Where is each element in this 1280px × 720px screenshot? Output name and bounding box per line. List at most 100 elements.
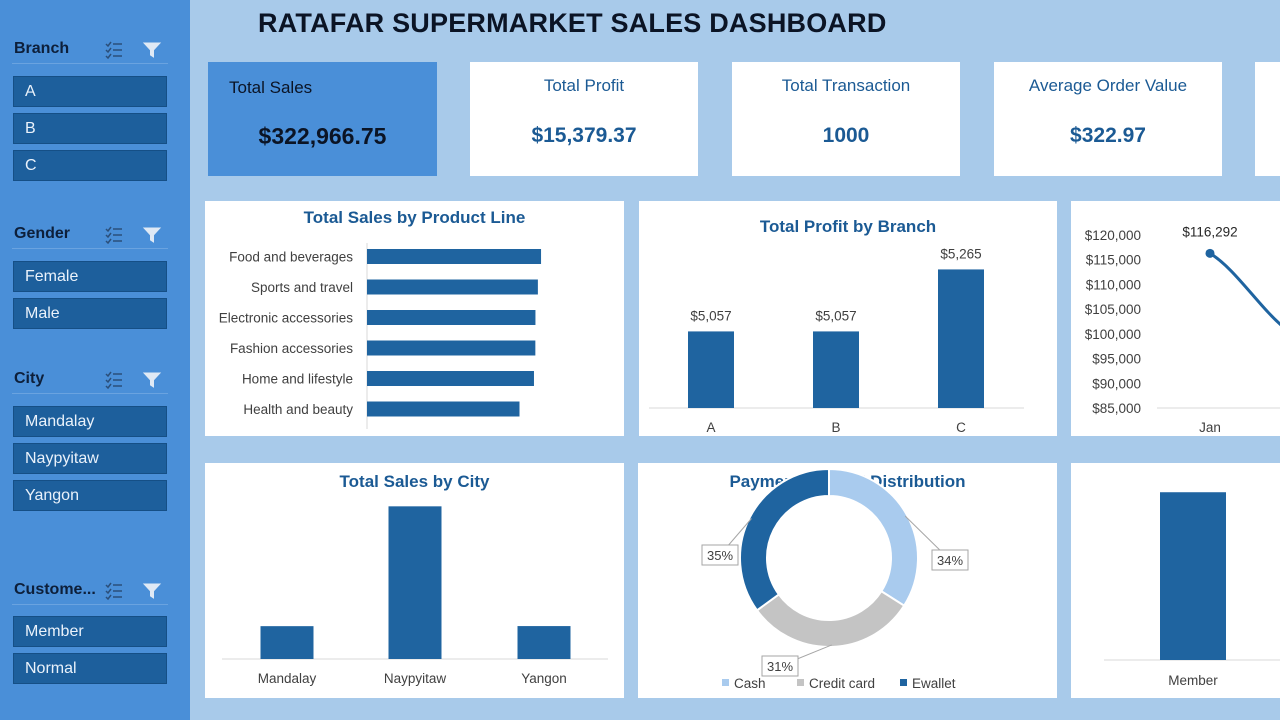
- bar: [813, 331, 859, 408]
- tick-label: Fashion accessories: [230, 341, 353, 356]
- series-line: [1209, 252, 1280, 326]
- kpi-total-profit[interactable]: Total Profit $15,379.37: [470, 62, 698, 176]
- tick-label: Home and lifestyle: [242, 372, 353, 387]
- customer-type-slicer: Custome... Member Normal: [12, 579, 168, 684]
- slicer-item-member[interactable]: Member: [13, 616, 167, 647]
- bar: [688, 331, 734, 408]
- tick-label: Electronic accessories: [219, 311, 354, 326]
- tick-label: B: [831, 420, 840, 435]
- slicer-item-a[interactable]: A: [13, 76, 167, 107]
- data-label: $5,057: [690, 308, 731, 323]
- kpi-card-partial[interactable]: [1255, 62, 1280, 176]
- bar: [367, 279, 538, 295]
- legend-label: Cash: [734, 676, 766, 691]
- pie-slice: [828, 467, 919, 608]
- slicer-item-b[interactable]: B: [13, 113, 167, 144]
- tick-label: Member: [1168, 673, 1218, 688]
- data-label: 34%: [937, 553, 963, 568]
- multi-select-icon[interactable]: [104, 581, 124, 601]
- slicer-item-yangon[interactable]: Yangon: [13, 480, 167, 511]
- customer-type-chart-panel[interactable]: Member: [1071, 463, 1280, 698]
- multi-select-icon[interactable]: [104, 370, 124, 390]
- data-label-box: [761, 655, 799, 677]
- multi-select-icon[interactable]: [104, 225, 124, 245]
- tick-label: $105,000: [1085, 302, 1141, 317]
- product-line-chart-panel[interactable]: Total Sales by Product Line Food and bev…: [205, 201, 624, 436]
- bar: [367, 310, 536, 325]
- kpi-total-sales[interactable]: Total Sales $322,966.75: [208, 62, 437, 176]
- tick-label: Naypyitaw: [384, 671, 447, 686]
- tick-label: Health and beauty: [243, 402, 353, 417]
- dashboard-title: RATAFAR SUPERMARKET SALES DASHBOARD: [258, 8, 887, 38]
- data-point: [1205, 248, 1215, 258]
- kpi-value: $322.97: [1070, 124, 1146, 147]
- slicer-header: Custome...: [12, 579, 168, 605]
- tick-label: $110,000: [1086, 277, 1141, 292]
- legend-swatch: [722, 679, 729, 686]
- legend-label: Ewallet: [912, 676, 956, 691]
- pie-slice: [755, 589, 906, 648]
- data-label: $5,057: [815, 308, 856, 323]
- slicer-sidebar: Branch A B C Gender Female Male City Man…: [0, 0, 190, 720]
- city-sales-chart-panel[interactable]: Total Sales by City Mandalay Naypyitaw Yan…: [205, 463, 624, 698]
- branch-slicer: Branch A B C: [12, 38, 168, 181]
- bar: [517, 626, 571, 659]
- kpi-total-transaction[interactable]: Total Transaction 1000: [732, 62, 960, 176]
- product-line-bar-chart: Food and beverages Sports and travel Elect…: [219, 243, 542, 429]
- slicer-item-male[interactable]: Male: [13, 298, 167, 329]
- slicer-header: Branch: [12, 38, 168, 64]
- tick-label: $115,000: [1086, 253, 1141, 268]
- branch-profit-chart-panel[interactable]: Total Profit by Branch $5,057 A $5,057 B $5,…: [639, 201, 1057, 436]
- kpi-label: Total Sales: [229, 78, 313, 97]
- filter-icon[interactable]: [142, 581, 162, 601]
- legend-swatch: [900, 679, 907, 686]
- tick-label: Sports and travel: [251, 280, 353, 295]
- bar: [260, 626, 314, 659]
- branch-profit-bar-chart: $5,057 A $5,057 B $5,265 C: [649, 246, 1024, 435]
- tick-label: $95,000: [1092, 352, 1141, 367]
- kpi-average-order-value[interactable]: Average Order Value $322.97: [994, 62, 1222, 176]
- kpi-label: Average Order Value: [1028, 76, 1188, 95]
- slicer-item-mandalay[interactable]: Mandalay: [13, 406, 167, 437]
- payment-method-donut-chart: 34% 31% 35% Cash Credit card Ewallet: [701, 467, 969, 691]
- slicer-header: City: [12, 368, 168, 394]
- tick-label: Jan: [1199, 420, 1221, 435]
- data-label-box: [701, 544, 739, 566]
- kpi-value: $322,966.75: [258, 123, 387, 149]
- bar: [367, 401, 520, 417]
- payment-method-chart-panel[interactable]: Payment Method Distribution 34%31%35%Cas…: [638, 463, 1057, 698]
- bar: [938, 269, 984, 408]
- data-label-box: [931, 549, 969, 571]
- filter-icon[interactable]: [142, 225, 162, 245]
- multi-select-icon[interactable]: [104, 40, 124, 60]
- tick-label: $100,000: [1085, 327, 1141, 342]
- slicer-title: Custome...: [14, 581, 96, 598]
- bar: [367, 249, 542, 264]
- data-label: 31%: [767, 659, 793, 674]
- chart-title: Total Sales by City: [339, 472, 490, 491]
- slicer-title: Branch: [14, 40, 70, 57]
- legend-label: Credit card: [809, 676, 875, 691]
- data-label: $5,265: [940, 246, 981, 261]
- slicer-item-normal[interactable]: Normal: [13, 653, 167, 684]
- monthly-sales-chart-panel[interactable]: $120,000 $115,000 $110,000 $105,000 $100,000…: [1071, 201, 1280, 436]
- city-sales-bar-chart: Mandalay Naypyitaw Yangon: [222, 506, 608, 686]
- data-label: 35%: [707, 548, 733, 563]
- kpi-label: Total Transaction: [781, 76, 911, 95]
- slicer-item-c[interactable]: C: [13, 150, 167, 181]
- chart-title: Total Sales by Product Line: [303, 208, 526, 227]
- filter-icon[interactable]: [142, 370, 162, 390]
- tick-label: $90,000: [1092, 376, 1141, 391]
- filter-icon[interactable]: [142, 40, 162, 60]
- slicer-header: Gender: [12, 223, 168, 249]
- tick-label: C: [956, 420, 966, 435]
- bar: [367, 371, 534, 386]
- tick-label: Mandalay: [258, 671, 317, 686]
- tick-label: Yangon: [521, 671, 567, 686]
- data-label: $116,292: [1182, 224, 1237, 239]
- customer-type-bar-chart: Member: [1104, 492, 1280, 688]
- slicer-title: Gender: [14, 225, 71, 242]
- slicer-item-female[interactable]: Female: [13, 261, 167, 292]
- slicer-title: City: [14, 370, 45, 387]
- slicer-item-naypyitaw[interactable]: Naypyitaw: [13, 443, 167, 474]
